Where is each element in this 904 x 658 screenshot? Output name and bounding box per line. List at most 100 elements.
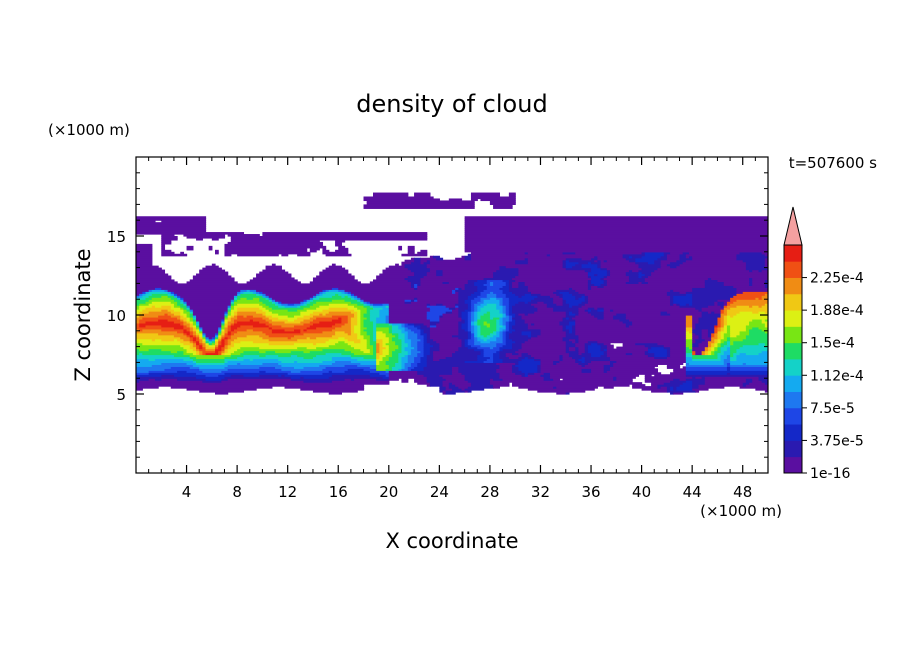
density-cell [154,378,162,381]
density-cell [196,326,200,330]
density-cell [764,318,768,322]
density-cell [720,315,725,318]
density-cell [685,362,690,365]
density-cell [189,315,194,318]
density-cell [565,316,570,320]
density-cell [230,315,235,318]
density-cell [259,346,298,350]
density-cell [208,336,213,340]
density-cell [433,352,453,356]
density-cell [515,313,519,316]
density-cell [278,358,333,362]
density-cell [464,241,768,245]
density-cell [562,356,573,360]
density-field [136,192,768,395]
density-cell [192,313,226,316]
density-cell [376,328,390,332]
density-cell [161,249,172,253]
density-cell [442,384,450,387]
density-cell [610,362,614,365]
density-cell [527,301,538,304]
density-cell [613,362,684,365]
density-cell [616,376,636,379]
density-cell [733,301,768,304]
density-cell [237,316,263,320]
density-cell [373,307,384,310]
density-cell [429,309,453,312]
density-cell [136,287,156,290]
density-cell [587,281,592,284]
density-cell [701,315,722,318]
density-cell [189,334,194,338]
density-cell [745,384,768,387]
density-cell [382,348,390,352]
density-cell [480,315,491,318]
density-cell [508,320,516,324]
density-cell [331,299,346,302]
density-cell [714,326,719,330]
density-cell [196,237,203,241]
density-cell [701,336,712,340]
density-cell [692,342,700,346]
density-cell [306,301,311,304]
density-cell [183,330,191,334]
density-cell [401,338,406,342]
density-cell [161,247,166,251]
density-cell [489,340,504,344]
density-cell [322,269,349,273]
density-cell [464,374,500,377]
density-cell [404,299,412,302]
density-cell [407,275,425,279]
density-cell [493,356,500,360]
density-cell [363,334,371,338]
density-cell [461,287,466,290]
density-cell [726,330,731,334]
density-cell [316,346,355,350]
density-cell [717,338,722,342]
y-tick-label: 10 [107,307,126,325]
density-cell [458,336,469,340]
density-cell [723,336,728,340]
density-cell [749,279,753,283]
density-cell [723,332,731,336]
density-cell [136,318,140,322]
density-cell [467,297,475,300]
density-cell [271,299,276,302]
density-cell [486,311,491,314]
density-cell [136,342,143,346]
density-cell [426,273,437,277]
density-cell [316,326,336,330]
density-cell [483,289,504,292]
density-cell [483,352,494,356]
density-cell [540,332,567,336]
density-cell [268,324,282,328]
density-cell [417,342,425,346]
density-cell [240,346,260,350]
density-cell [685,378,706,381]
density-cell [660,255,668,259]
density-cell [562,293,573,296]
density-cell [186,370,203,373]
density-cell [726,372,731,375]
density-cell [423,344,434,348]
density-cell [685,352,693,356]
density-cell [714,330,719,334]
density-cell [205,336,210,340]
density-cell [483,320,488,324]
density-cell [553,362,557,365]
density-cell [556,362,579,365]
density-cell [464,285,478,288]
density-cell [458,311,463,314]
density-cell [363,299,406,302]
density-cell [360,318,365,322]
density-cell [584,360,592,363]
time-label: t=507600 s [789,154,877,172]
density-cell [284,320,301,324]
density-cell [243,291,254,294]
density-cell [426,263,564,267]
density-cell [407,245,415,249]
density-cell [363,368,377,371]
density-cell [578,336,687,340]
density-cell [515,303,532,306]
density-cell [480,293,488,296]
